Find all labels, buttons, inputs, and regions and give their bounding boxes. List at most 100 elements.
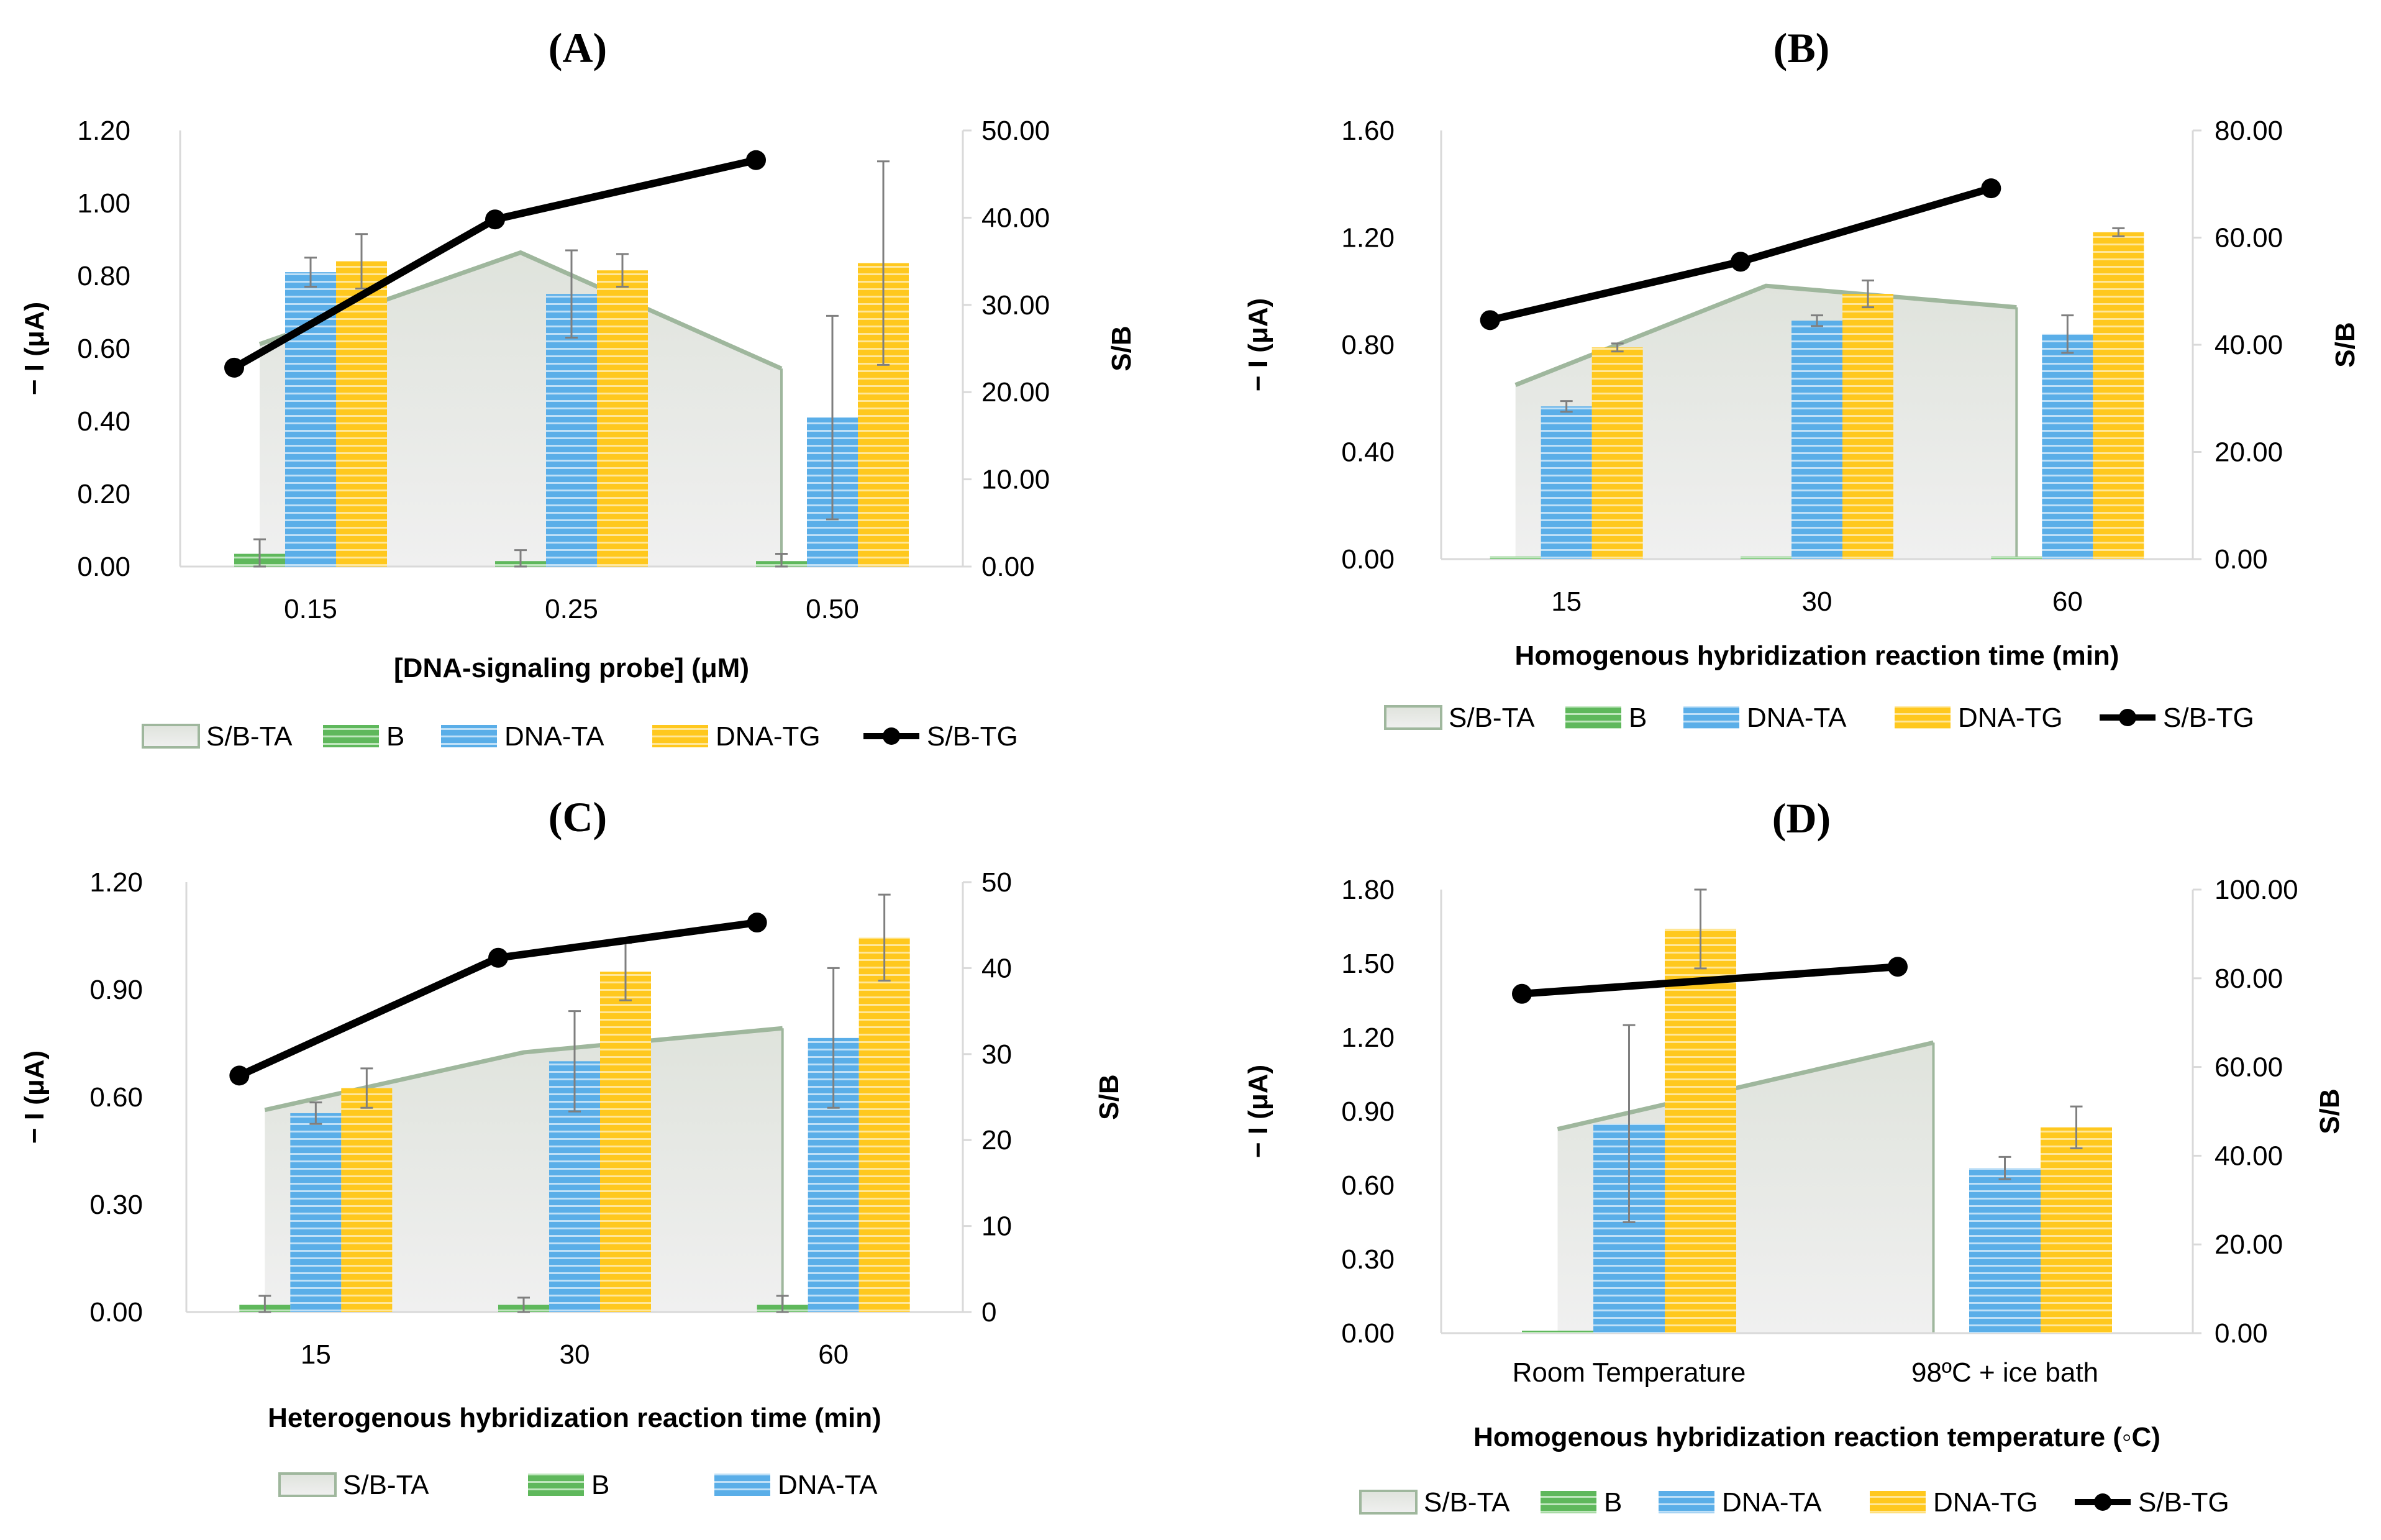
- sb-tg-point: [1512, 983, 1532, 1004]
- legend-label: S/B-TG: [2163, 703, 2254, 733]
- y2-tick-label: 20: [981, 1125, 1012, 1155]
- bar-b: [1490, 556, 1541, 559]
- legend-swatch-dna-tg: [1895, 706, 1951, 729]
- legend-label: DNA-TA: [1722, 1487, 1822, 1518]
- y2-tick-label: 30: [981, 1039, 1012, 1070]
- legend-label: DNA-TG: [716, 721, 821, 752]
- bar-dna-tg: [1842, 294, 1893, 559]
- legend-label: DNA-TG: [1958, 703, 2063, 733]
- legend-swatch-sb-tg-marker: [2119, 709, 2136, 726]
- legend-swatch-b: [528, 1474, 584, 1496]
- bar-b: [1991, 556, 2042, 559]
- y-tick-label: 0.00: [89, 1297, 143, 1328]
- legend-label: B: [386, 721, 404, 752]
- chart-title: (A): [549, 24, 607, 71]
- x-axis-title: Heterogenous hybridization reaction time…: [268, 1403, 881, 1433]
- bar-dna-ta: [1969, 1168, 2041, 1333]
- legend-label: S/B-TA: [206, 721, 293, 752]
- y-tick-label: 0.00: [77, 552, 130, 582]
- y-tick-label: 0.80: [1341, 330, 1395, 360]
- sb-tg-point: [746, 150, 766, 170]
- sb-tg-point: [485, 209, 505, 230]
- y-tick-label: 0.40: [1341, 437, 1395, 468]
- legend-swatch-dna-ta: [441, 725, 497, 747]
- x-tick-label: 60: [2052, 586, 2083, 617]
- sb-ta-line: [1557, 1040, 1934, 1131]
- y2-tick-label: 60.00: [2215, 223, 2283, 253]
- bar-dna-tg: [1591, 347, 1643, 559]
- legend-swatch-sb-ta: [1384, 705, 1442, 730]
- y2-tick-label: 40.00: [2215, 330, 2283, 360]
- x-tick-label: 30: [1802, 586, 1832, 617]
- x-axis-title: [DNA-signaling probe] (μM): [394, 653, 749, 683]
- bar-dna-tg: [336, 261, 387, 567]
- y2-axis-title: S/B: [2315, 1088, 2345, 1134]
- y2-tick-label: 0.00: [2215, 1318, 2268, 1349]
- sb-tg-point: [1888, 957, 1908, 977]
- bar-dna-tg: [2093, 232, 2144, 559]
- y2-tick-label: 40.00: [981, 203, 1050, 233]
- y-tick-label: 1.20: [77, 116, 130, 146]
- x-tick-label: 15: [301, 1339, 331, 1370]
- x-tick-label: 60: [818, 1339, 849, 1370]
- bar-b: [1741, 556, 1791, 559]
- y-tick-label: 0.30: [89, 1190, 143, 1220]
- y2-tick-label: 50.00: [981, 116, 1050, 146]
- y2-tick-label: 60.00: [2215, 1052, 2283, 1083]
- legend-swatch-b: [1541, 1491, 1596, 1513]
- bar-dna-tg: [597, 270, 648, 567]
- y2-tick-label: 0.00: [2215, 544, 2268, 575]
- sb-tg-point: [1480, 310, 1500, 330]
- sb-tg-line: [1521, 963, 1898, 998]
- y-tick-label: 1.80: [1341, 875, 1395, 905]
- y-tick-label: 0.20: [77, 479, 130, 509]
- legend-swatch-b: [323, 725, 379, 747]
- y-tick-label: 0.60: [1341, 1170, 1395, 1201]
- legend-label: S/B-TA: [1449, 703, 1535, 733]
- y2-tick-label: 80.00: [2215, 116, 2283, 146]
- sb-ta-area: [260, 252, 781, 567]
- y-tick-label: 0.90: [1341, 1096, 1395, 1127]
- y2-tick-label: 20.00: [2215, 1229, 2283, 1260]
- sb-ta-area: [265, 1028, 783, 1312]
- y-tick-label: 1.60: [1341, 116, 1395, 146]
- legend-swatch-sb-ta: [142, 724, 200, 749]
- y-tick-label: 1.20: [1341, 1023, 1395, 1053]
- y-tick-label: 0.30: [1341, 1244, 1395, 1275]
- y2-tick-label: 0: [981, 1297, 996, 1328]
- y-tick-label: 0.60: [89, 1082, 143, 1113]
- y2-axis-title: S/B: [1106, 326, 1137, 371]
- x-axis-title: Homogenous hybridization reaction temper…: [1473, 1422, 2160, 1452]
- legend-swatch-sb-ta: [278, 1472, 337, 1497]
- chart-b: (B) 0.00 0.40 0.80 1.20 1.60 0.00 20.00 40.00 60.…: [1243, 24, 2361, 733]
- y2-tick-label: 30.00: [981, 290, 1050, 321]
- sb-tg-point: [1981, 178, 2001, 199]
- bar-b: [1522, 1331, 1593, 1333]
- y-axis-title: − I (μA): [1243, 298, 1273, 391]
- chart-title: (C): [549, 793, 607, 841]
- y-tick-label: 1.20: [1341, 223, 1395, 253]
- y2-tick-label: 10: [981, 1211, 1012, 1242]
- bar-dna-ta: [546, 294, 597, 567]
- y-axis-title: − I (μA): [1243, 1065, 1273, 1158]
- bar-dna-tg: [2041, 1127, 2112, 1333]
- y2-tick-label: 80.00: [2215, 964, 2283, 994]
- y-tick-label: 0.00: [1341, 544, 1395, 575]
- charts: (A) 0.00 0.20 0.40 0.60 0.80 1.00 1.20 0.00 10.00…: [19, 24, 2361, 1518]
- sb-tg-point: [224, 357, 244, 378]
- chart-title: (D): [1772, 795, 1831, 842]
- bar-dna-tg: [1665, 929, 1736, 1333]
- legend-label: DNA-TG: [1933, 1487, 2038, 1518]
- bar-dna-ta: [2042, 334, 2093, 559]
- sb-tg-point: [229, 1065, 250, 1086]
- y2-tick-label: 100.00: [2215, 875, 2298, 905]
- legend-swatch-sb-ta: [1359, 1490, 1418, 1515]
- legend-label: S/B-TG: [2138, 1487, 2229, 1518]
- y-tick-label: 0.90: [89, 975, 143, 1005]
- x-tick-label: 0.50: [806, 594, 859, 624]
- bar-dna-tg: [341, 1088, 393, 1312]
- chart-a: (A) 0.00 0.20 0.40 0.60 0.80 1.00 1.20 0.00 10.00…: [19, 24, 1137, 752]
- legend-label: S/B-TG: [927, 721, 1018, 752]
- y-axis-title: − I (μA): [19, 302, 50, 395]
